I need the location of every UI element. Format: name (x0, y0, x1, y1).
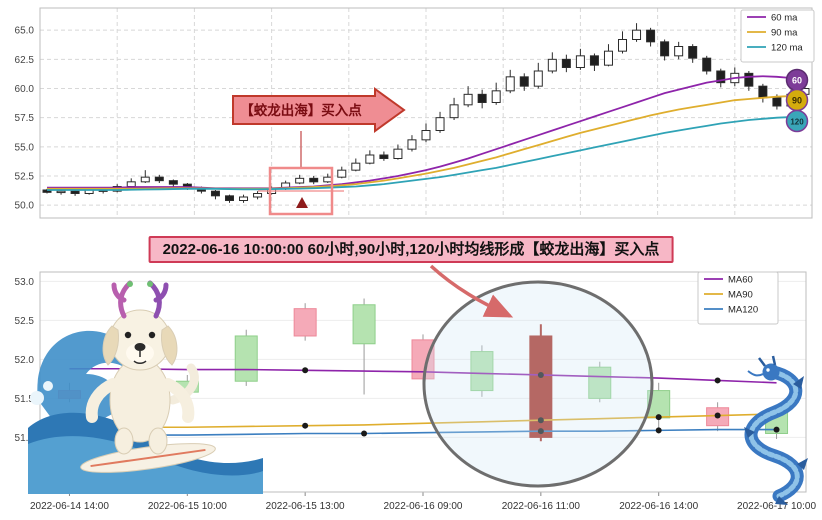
top-chart-svg: 50.0 52.5 55.0 57.5 60.0 62.5 65.0 60 ma 90 ma 12… (15, 7, 815, 219)
svg-text:50.0: 50.0 (15, 201, 35, 212)
svg-text:2022-06-15 10:00: 2022-06-15 10:00 (148, 501, 227, 512)
ma-lines (47, 75, 806, 191)
bottom-chart-svg: 51.0 51.5 52.0 52.5 53.0 2022-06-14 14:00 2022… (15, 271, 816, 512)
svg-text:2022-06-17 10:00: 2022-06-17 10:00 (737, 501, 816, 512)
svg-text:52.5: 52.5 (15, 172, 35, 183)
svg-text:2022-06-14 14:00: 2022-06-14 14:00 (30, 501, 109, 512)
legend: MA60 MA90 MA120 (697, 271, 779, 325)
svg-text:55.0: 55.0 (15, 142, 35, 153)
buy-point-annotation-banner: 2022-06-16 10:00:00 60小时,90小时,120小时均线形成【… (148, 236, 674, 263)
svg-text:MA90: MA90 (728, 290, 753, 301)
candles (42, 23, 810, 203)
svg-text:MA60: MA60 (728, 275, 753, 286)
grid-and-axes: 50.0 52.5 55.0 57.5 60.0 62.5 65.0 (15, 7, 813, 219)
svg-text:90 ma: 90 ma (771, 28, 798, 39)
svg-text:51.0: 51.0 (15, 433, 35, 444)
svg-text:52.5: 52.5 (15, 316, 35, 327)
svg-text:60 ma: 60 ma (771, 13, 798, 24)
svg-text:53.0: 53.0 (15, 277, 35, 288)
svg-text:MA120: MA120 (728, 305, 758, 316)
svg-text:2022-06-16 11:00: 2022-06-16 11:00 (502, 501, 581, 512)
svg-text:62.5: 62.5 (15, 55, 35, 66)
svg-text:65.0: 65.0 (15, 26, 35, 37)
svg-text:57.5: 57.5 (15, 113, 35, 124)
svg-text:2022-06-16 09:00: 2022-06-16 09:00 (384, 501, 463, 512)
svg-text:52.0: 52.0 (15, 355, 35, 366)
legend: 60 ma 90 ma 120 ma (740, 9, 815, 63)
svg-text:120 ma: 120 ma (771, 43, 803, 54)
svg-text:51.5: 51.5 (15, 394, 35, 405)
svg-text:60.0: 60.0 (15, 84, 35, 95)
svg-text:2022-06-16 14:00: 2022-06-16 14:00 (619, 501, 698, 512)
svg-text:2022-06-15 13:00: 2022-06-15 13:00 (266, 501, 345, 512)
